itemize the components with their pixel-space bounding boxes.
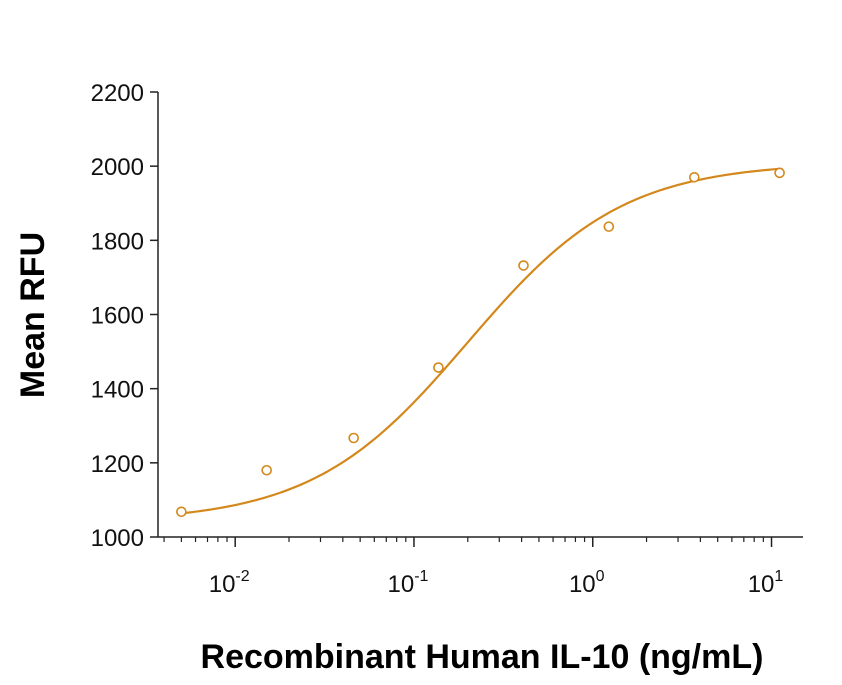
data-points-layer xyxy=(176,167,785,518)
x-tick-label: 10-2 xyxy=(209,568,250,598)
y-tick-label: 1800 xyxy=(91,228,144,255)
y-tick-label: 2200 xyxy=(91,80,144,107)
x-tick-base: 10 xyxy=(748,571,775,598)
x-tick-exponent: -1 xyxy=(414,568,428,585)
x-axis-title: Recombinant Human IL-10 (ng/mL) xyxy=(201,638,764,676)
data-point xyxy=(176,506,187,518)
y-tick-label: 1000 xyxy=(91,525,144,552)
fit-curve xyxy=(181,167,780,515)
x-tick-label: 10-1 xyxy=(388,568,429,598)
x-tick-exponent: -2 xyxy=(235,568,249,585)
y-tick-label: 1400 xyxy=(91,377,144,404)
data-point xyxy=(433,362,444,373)
fit-curve-layer xyxy=(181,167,780,515)
y-tick-label: 1200 xyxy=(91,451,144,478)
x-tick-base: 10 xyxy=(388,571,415,598)
data-point xyxy=(689,171,700,183)
data-point xyxy=(774,167,785,179)
y-tick-label: 2000 xyxy=(91,154,144,181)
x-axis: 10-2 10-1 100 101 xyxy=(158,536,803,598)
data-point xyxy=(348,432,359,444)
x-tick-exponent: 0 xyxy=(596,568,605,585)
x-tick-base: 10 xyxy=(209,571,236,598)
data-point xyxy=(518,260,529,271)
data-point xyxy=(603,221,615,232)
x-tick-label: 101 xyxy=(748,568,784,598)
data-point xyxy=(261,464,272,476)
x-tick-base: 10 xyxy=(569,571,596,598)
y-axis-title: Mean RFU xyxy=(14,232,52,398)
x-tick-label: 100 xyxy=(569,568,605,598)
x-tick-exponent: 1 xyxy=(774,568,783,585)
y-axis: 1000 1200 1400 1600 1800 2000 2200 xyxy=(91,80,159,552)
y-tick-label: 1600 xyxy=(91,303,144,330)
